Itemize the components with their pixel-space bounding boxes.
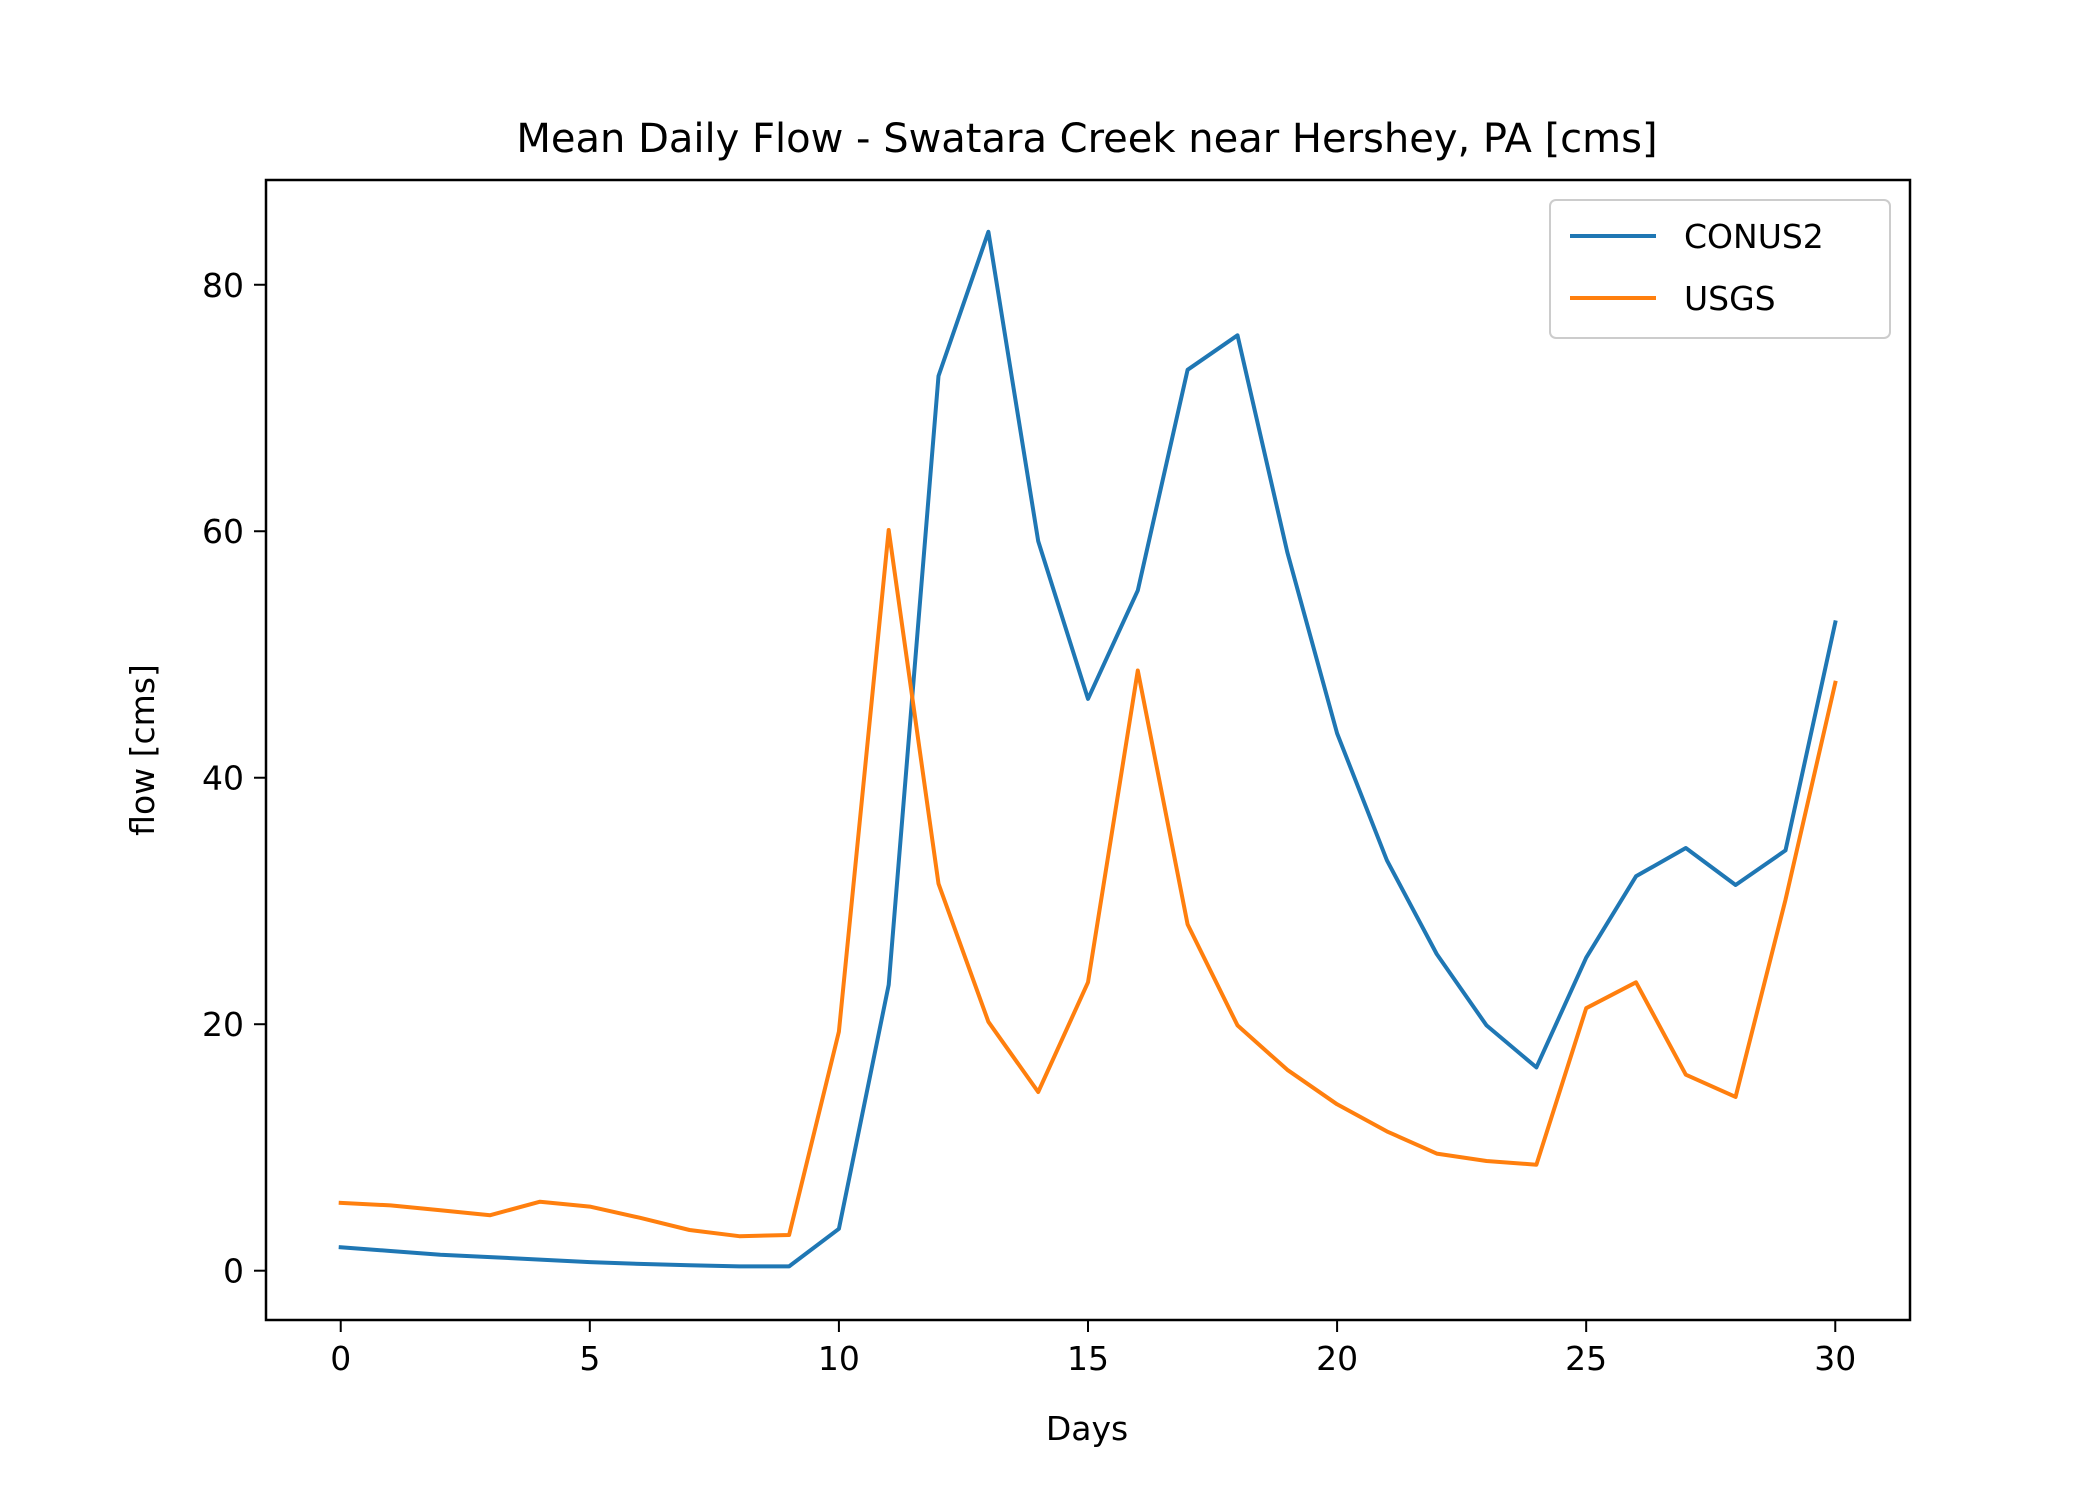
x-tick-label: 25 [1565, 1339, 1607, 1378]
plot-frame [264, 178, 1912, 1322]
x-tick-label: 0 [330, 1339, 351, 1378]
series-line-conus2 [338, 229, 1838, 1269]
series-layer [338, 229, 1838, 1269]
legend-label-usgs: USGS [1684, 279, 1776, 318]
legend: CONUS2 USGS [1549, 199, 1891, 339]
chart-title: Mean Daily Flow - Swatara Creek near Her… [516, 116, 1657, 162]
x-tick-label: 20 [1316, 1339, 1358, 1378]
y-tick-label: 60 [202, 512, 244, 551]
y-axis-label: flow [cms] [123, 664, 162, 836]
y-tick-label: 40 [202, 759, 244, 798]
series-line-usgs [338, 528, 1838, 1239]
y-tick-label: 0 [223, 1252, 244, 1291]
x-axis-label: Days [1046, 1409, 1128, 1448]
x-tick-label: 15 [1067, 1339, 1109, 1378]
y-tick-label: 20 [202, 1005, 244, 1044]
x-tick-label: 5 [579, 1339, 600, 1378]
y-tick-label: 80 [202, 266, 244, 305]
legend-label-conus2: CONUS2 [1684, 217, 1824, 256]
x-tick-label: 10 [818, 1339, 860, 1378]
ticks-layer: 0 5 10 15 20 25 30 0 20 40 60 80 [202, 266, 1856, 1378]
x-tick-label: 30 [1814, 1339, 1856, 1378]
